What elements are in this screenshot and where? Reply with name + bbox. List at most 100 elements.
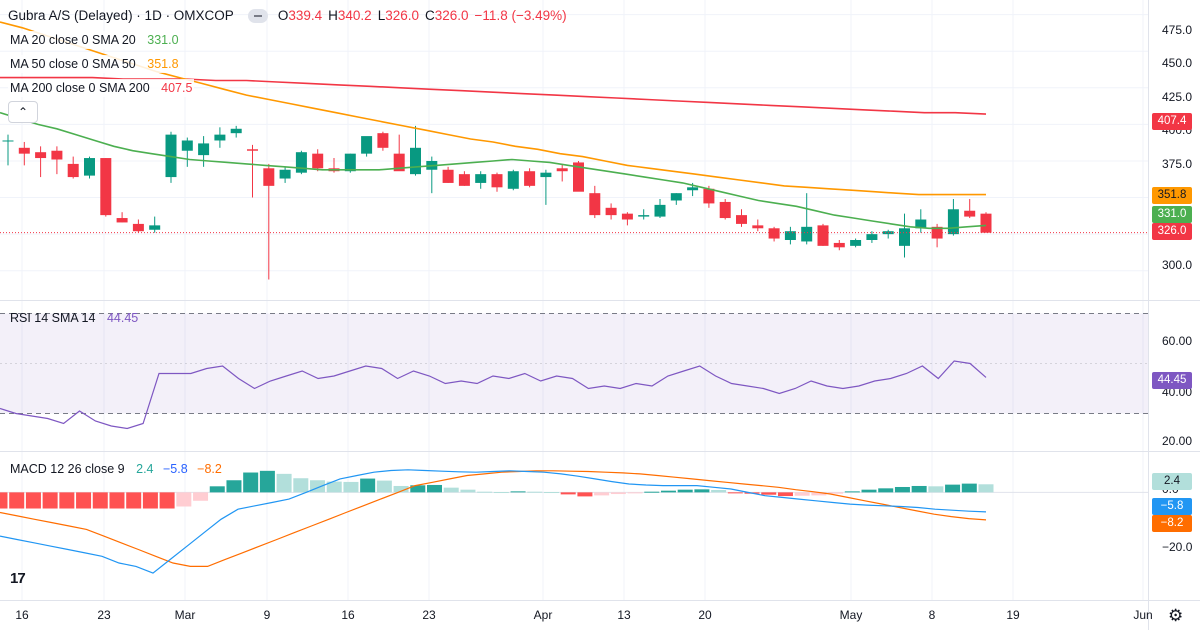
candle-body [736, 215, 747, 224]
macd-histogram-bar [159, 492, 175, 509]
macd-histogram-bar [627, 492, 643, 494]
ohlc-close-value: 326.0 [434, 8, 469, 23]
candle-body [833, 242, 845, 248]
legend-ma200[interactable]: MA 200 close 0 SMA 200 407.5 [8, 79, 195, 97]
candle-body [458, 174, 470, 186]
ma50-line [0, 21, 986, 196]
visibility-toggle-icon[interactable] [247, 9, 268, 24]
candle-body [621, 213, 633, 220]
symbol-header: Gubra A/S (Delayed) · 1D · OMXCOP O339.4 H… [8, 6, 567, 26]
macd-histogram-bar [794, 492, 810, 496]
candle-body [866, 234, 878, 240]
candle-body [198, 143, 210, 156]
macd-histogram-bar [142, 492, 158, 509]
macd-pane [0, 469, 1148, 574]
candle-body [589, 193, 601, 216]
time-axis-label: Apr [533, 608, 553, 622]
macd-histogram-bar [610, 492, 626, 495]
candle-body [964, 210, 976, 217]
macd-histogram-bar [376, 480, 392, 493]
macd-histogram-bar [961, 483, 977, 493]
macd-line-tag: −5.8 [1152, 498, 1192, 515]
time-axis-label: 20 [698, 608, 712, 622]
macd-histogram-bar [109, 492, 125, 509]
candle-body [605, 207, 617, 216]
macd-histogram-bar [0, 492, 8, 509]
macd-histogram-bar [393, 485, 409, 493]
macd-histogram-bar [259, 470, 275, 493]
macd-histogram-bar [878, 488, 894, 493]
candle-body [980, 213, 992, 233]
macd-histogram-bar [427, 484, 443, 493]
candle-body [947, 209, 959, 235]
rsi-axis-tick: 60.00 [1162, 334, 1193, 348]
macd-histogram-bar [861, 489, 877, 493]
candle-body [393, 153, 405, 172]
legend-ma50-value: 351.8 [147, 57, 179, 71]
candle-body [247, 149, 258, 151]
legend-ma200-value: 407.5 [161, 81, 193, 95]
macd-histogram-bar [293, 478, 309, 493]
legend-ma20[interactable]: MA 20 close 0 SMA 20 331.0 [8, 31, 181, 49]
candle-body [573, 162, 584, 192]
candle-body [312, 153, 324, 169]
macd-histogram-bar [510, 491, 526, 493]
macd-histogram-bar [410, 485, 426, 493]
candle-body [181, 140, 193, 151]
macd-histogram-bar [477, 491, 493, 493]
candle-body [719, 201, 731, 219]
macd-histogram-bar [76, 492, 92, 509]
legend-ma200-label: MA 200 close 0 SMA 200 [10, 81, 150, 95]
candle-body [2, 140, 14, 142]
collapse-legend-button[interactable]: ⌃ [8, 101, 38, 123]
macd-histogram-bar [694, 489, 710, 493]
macd-hist-tag: 2.4 [1152, 473, 1192, 490]
candle-body [752, 225, 764, 229]
macd-histogram-bar [594, 492, 610, 496]
candle-body [132, 223, 144, 232]
ohlc-low-key: L [377, 8, 386, 23]
candle-body [230, 128, 242, 134]
gear-icon[interactable]: ⚙ [1168, 606, 1184, 625]
candle-body [67, 163, 79, 178]
macd-histogram-bar [193, 492, 209, 501]
macd-histogram-bar [209, 486, 225, 493]
candle-body [116, 218, 128, 223]
macd-histogram-bar [577, 492, 593, 497]
macd-histogram-bar [560, 492, 576, 495]
ohlc-high-value: 340.2 [337, 8, 372, 23]
tradingview-logo-icon[interactable]: 17 [10, 570, 26, 587]
rsi-pane [0, 313, 1148, 430]
macd-histogram-bar [711, 490, 727, 493]
candle-body [768, 228, 780, 239]
macd-histogram-bar [460, 489, 476, 493]
candle-body [263, 168, 275, 186]
candle-body [931, 226, 943, 239]
macd-histogram-bar [443, 487, 459, 493]
candle-body [850, 240, 862, 246]
macd-histogram-bar [9, 492, 25, 509]
legend-ma20-value: 331.0 [147, 33, 179, 47]
legend-rsi-value: 44.45 [106, 311, 139, 325]
macd-histogram-bar [92, 492, 108, 509]
symbol-title[interactable]: Gubra A/S (Delayed) · 1D · OMXCOP [8, 8, 234, 23]
legend-macd[interactable]: MACD 12 26 close 9 2.4 −5.8 −8.2 [8, 460, 224, 478]
candle-body [507, 171, 519, 189]
macd-histogram-bar [42, 492, 58, 509]
time-axis-label: 23 [97, 608, 111, 622]
candle-body [687, 187, 699, 191]
time-axis-label: 19 [1006, 608, 1020, 622]
time-axis-label: 16 [15, 608, 29, 622]
price-axis-tick: 300.0 [1162, 258, 1193, 272]
time-axis-label: 23 [422, 608, 436, 622]
macd-histogram-bar [126, 492, 142, 509]
legend-ma50[interactable]: MA 50 close 0 SMA 50 351.8 [8, 55, 181, 73]
legend-macd-hist-value: 2.4 [136, 462, 154, 476]
candle-body [51, 150, 63, 160]
rsi-value-tag: 44.45 [1152, 372, 1192, 389]
candle-body [344, 153, 356, 172]
macd-histogram-bar [226, 480, 242, 493]
legend-rsi[interactable]: RSI 14 SMA 14 44.45 [8, 309, 140, 327]
candle-body [442, 169, 454, 183]
